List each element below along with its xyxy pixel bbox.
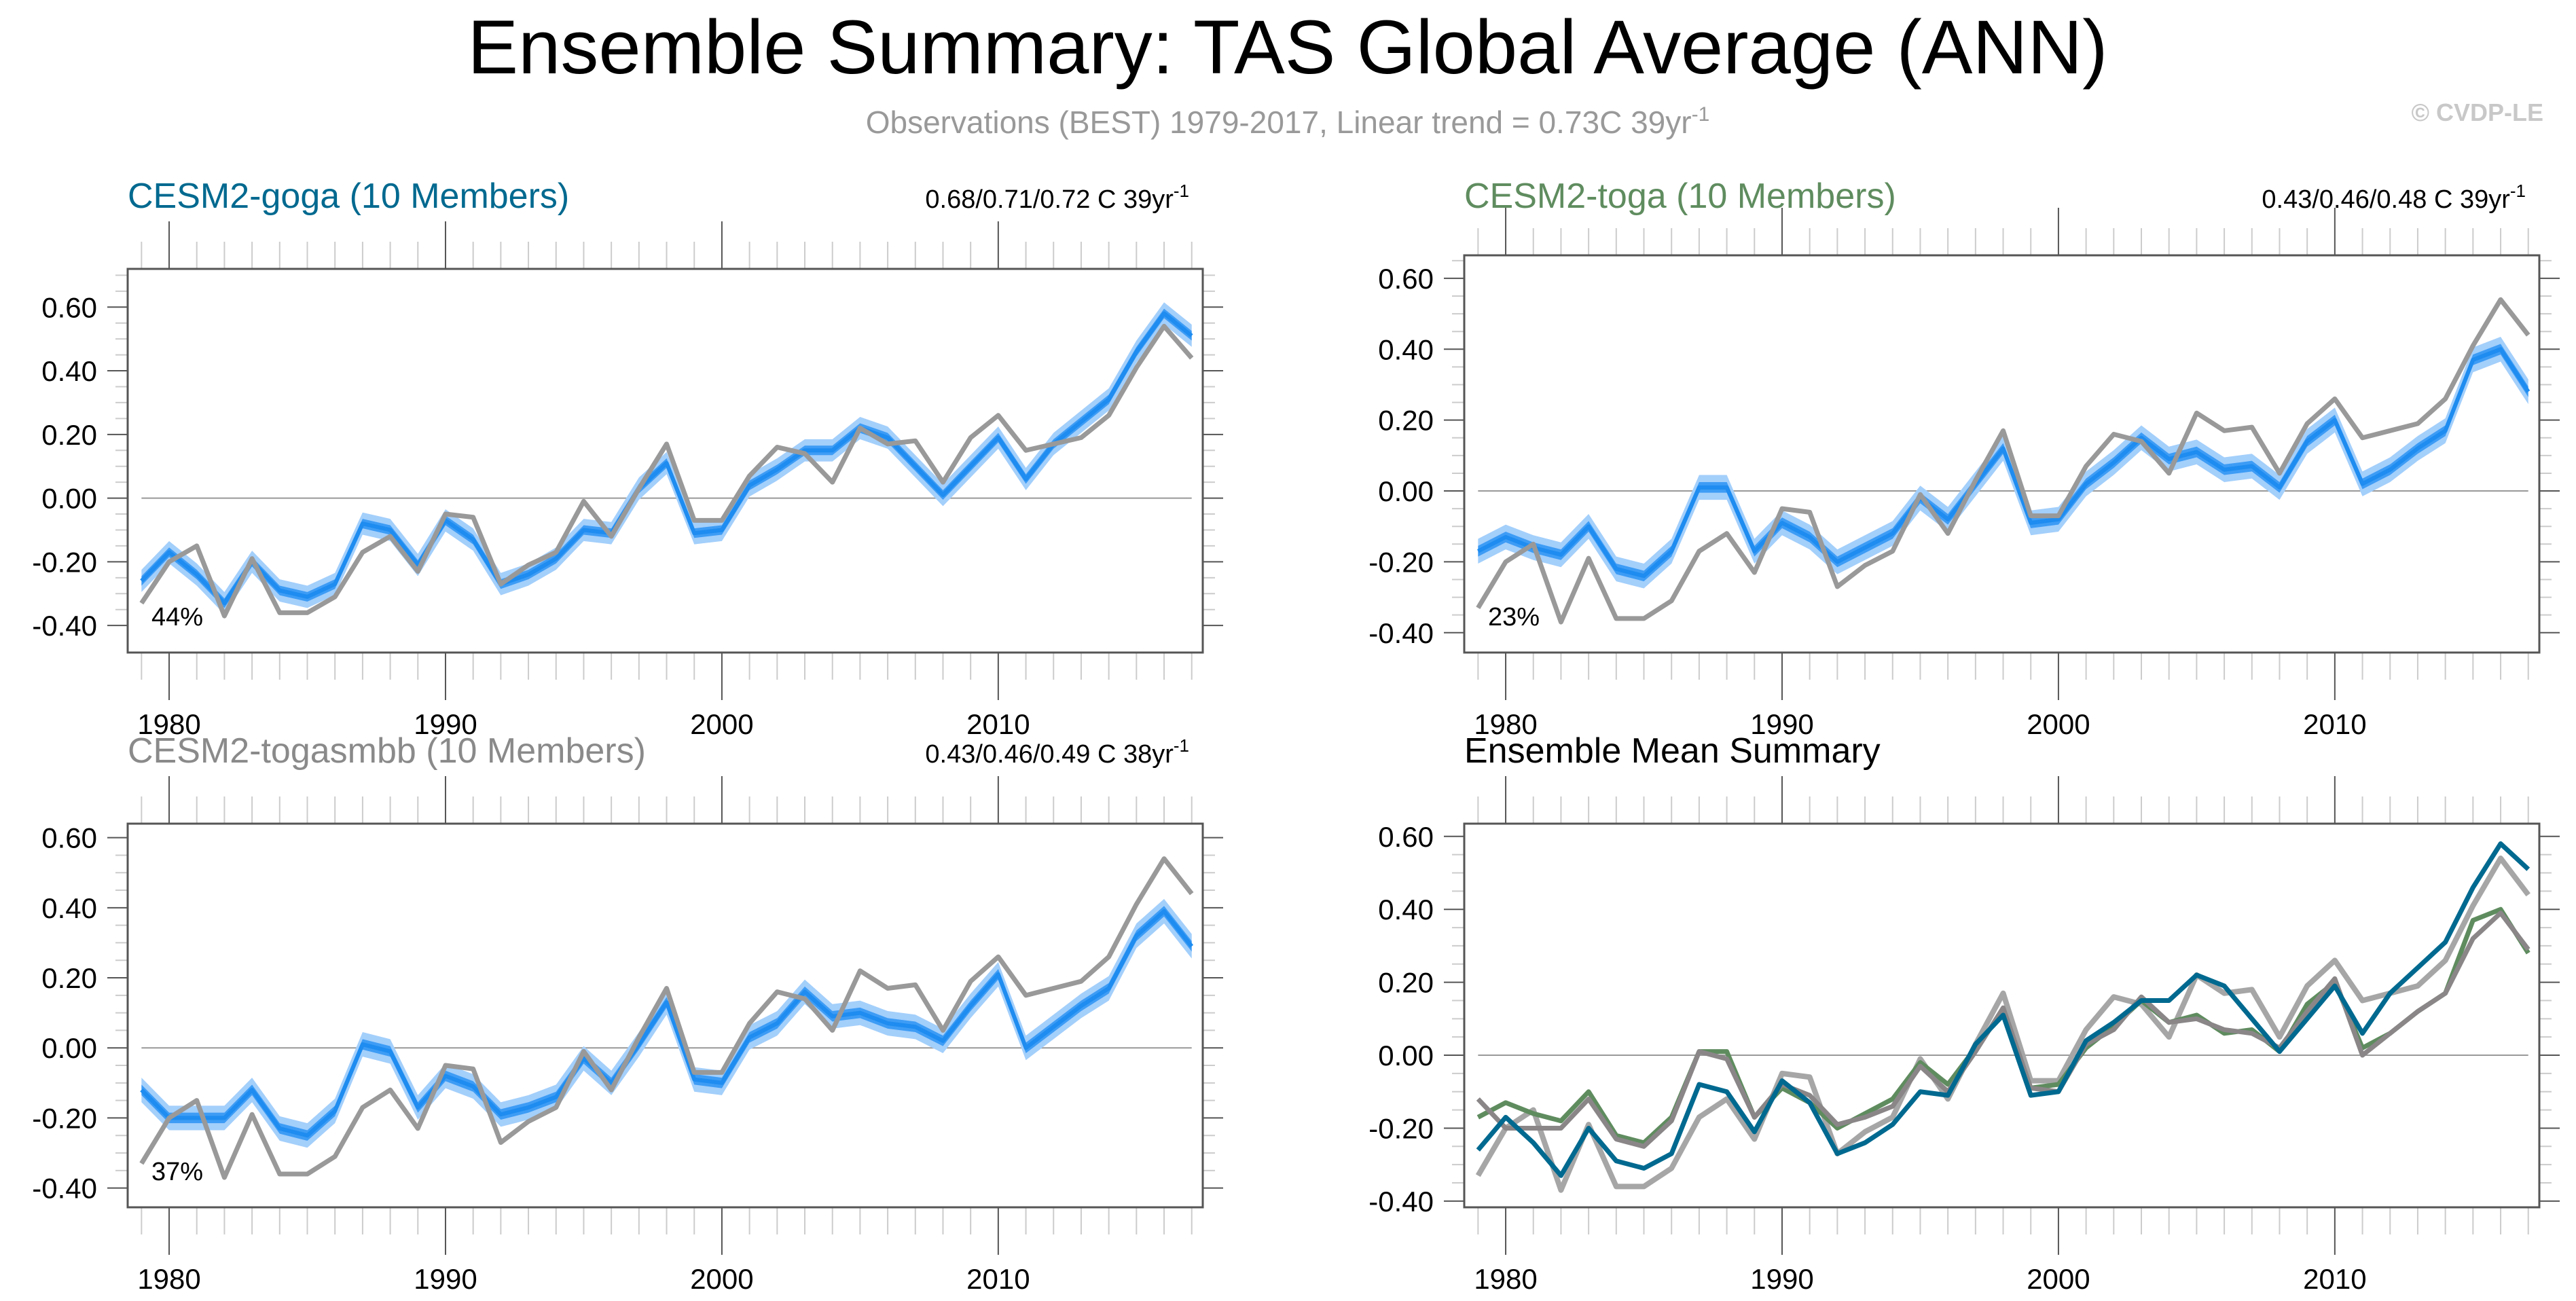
- panel-title: CESM2-goga (10 Members): [128, 177, 569, 216]
- togasmbb-mean-line: [1476, 911, 2530, 1149]
- y-tick-label: 0.00: [41, 483, 97, 515]
- x-tick-label: 2010: [2303, 708, 2366, 740]
- copyright: © CVDP-LE: [2411, 98, 2543, 126]
- plot-frame: [126, 822, 1204, 1209]
- plot-frame: [1463, 822, 2541, 1209]
- y-tick-label: 0.20: [41, 419, 97, 451]
- y-tick-label: -0.40: [32, 1173, 97, 1205]
- trend-text: 0.43/0.46/0.49 C 38yr: [925, 740, 1174, 769]
- spread-band-outer: [141, 898, 1192, 1148]
- panel-3: CESM2-togasmbb (10 Members) 0.43/0.46/0.4…: [32, 731, 1223, 1295]
- y-tick-label: 0.60: [41, 822, 97, 854]
- y-tick-label: 0.40: [41, 892, 97, 924]
- x-tick-label: 1990: [1750, 1263, 1813, 1295]
- x-tick-label: 2000: [2027, 1263, 2090, 1295]
- panel-title: CESM2-toga (10 Members): [1464, 177, 1896, 216]
- y-tick-label: 0.60: [41, 291, 97, 323]
- trend-exponent: -1: [1174, 735, 1189, 756]
- subtitle-exponent: -1: [1692, 103, 1710, 126]
- y-tick-label: -0.20: [1368, 546, 1434, 578]
- x-tick-label: 2010: [966, 1263, 1030, 1295]
- trend-label: 0.43/0.46/0.48 C 39yr-1: [2262, 181, 2526, 214]
- y-tick-label: -0.20: [32, 546, 97, 578]
- y-tick-label: -0.20: [32, 1102, 97, 1134]
- y-tick-label: -0.40: [32, 610, 97, 642]
- x-tick-label: 1990: [414, 1263, 477, 1295]
- y-tick-label: 0.00: [41, 1032, 97, 1064]
- x-tick-label: 2000: [690, 1263, 753, 1295]
- y-tick-label: 0.00: [1378, 1040, 1434, 1071]
- y-tick-label: -0.20: [1368, 1112, 1434, 1144]
- y-tick-label: 0.40: [41, 355, 97, 387]
- x-tick-label: 1980: [137, 1263, 200, 1295]
- trend-label: 0.43/0.46/0.49 C 38yr-1: [925, 735, 1189, 769]
- observations-line: [139, 856, 1194, 1180]
- x-tick-label: 2010: [966, 708, 1030, 740]
- panels: CESM2-goga (10 Members) 0.68/0.71/0.72 C …: [32, 177, 2560, 1295]
- x-tick-label: 1990: [414, 708, 477, 740]
- plot-frame: [1463, 254, 2541, 654]
- subtitle-text: Observations (BEST) 1979-2017, Linear tr…: [866, 105, 1692, 140]
- y-tick-label: 0.40: [1378, 894, 1434, 926]
- x-tick-label: 1980: [1474, 708, 1537, 740]
- x-tick-label: 2000: [690, 708, 753, 740]
- figure-title: Ensemble Summary: TAS Global Average (AN…: [467, 5, 2107, 90]
- y-tick-label: 0.20: [1378, 967, 1434, 999]
- trend-text: 0.43/0.46/0.48 C 39yr: [2262, 185, 2510, 214]
- percent-label: 37%: [151, 1158, 203, 1186]
- trend-label: 0.68/0.71/0.72 C 39yr-1: [925, 181, 1189, 214]
- panel-1: CESM2-goga (10 Members) 0.68/0.71/0.72 C …: [32, 177, 1223, 740]
- panel-title: Ensemble Mean Summary: [1464, 731, 1881, 771]
- spread-band-inner: [141, 906, 1192, 1141]
- x-tick-label: 2000: [2027, 708, 2090, 740]
- x-tick-label: 1980: [1474, 1263, 1537, 1295]
- y-tick-label: -0.40: [1368, 617, 1434, 649]
- ensemble-mean-line: [140, 311, 1193, 606]
- y-tick-label: 0.60: [1378, 821, 1434, 853]
- x-tick-label: 1980: [137, 708, 200, 740]
- panel-2: CESM2-toga (10 Members) 0.43/0.46/0.48 C …: [1368, 177, 2560, 740]
- percent-label: 23%: [1488, 603, 1540, 631]
- observations-line: [139, 323, 1194, 619]
- goga-mean-line: [1476, 841, 2530, 1178]
- x-tick-label: 1990: [1750, 708, 1813, 740]
- toga-mean-line: [1476, 906, 2530, 1146]
- spread-band-inner: [141, 308, 1192, 608]
- trend-exponent: -1: [2510, 181, 2526, 201]
- spread-band-inner: [1478, 344, 2528, 582]
- trend-text: 0.68/0.71/0.72 C 39yr: [925, 185, 1174, 214]
- y-tick-label: 0.60: [1378, 263, 1434, 295]
- x-tick-label: 2010: [2303, 1263, 2366, 1295]
- observations-line: [1475, 856, 2530, 1193]
- figure-subtitle: Observations (BEST) 1979-2017, Linear tr…: [866, 103, 1710, 140]
- y-tick-label: 0.20: [1378, 405, 1434, 437]
- y-tick-label: -0.40: [1368, 1186, 1434, 1217]
- percent-label: 44%: [151, 603, 203, 631]
- y-tick-label: 0.00: [1378, 475, 1434, 507]
- panel-title: CESM2-togasmbb (10 Members): [128, 731, 646, 771]
- plot-frame: [126, 268, 1204, 654]
- trend-exponent: -1: [1174, 181, 1189, 201]
- panel-4: Ensemble Mean Summary 1980 1990 2000 2010 0.6…: [1368, 731, 2560, 1295]
- y-tick-label: 0.40: [1378, 333, 1434, 365]
- ensemble-mean-line: [140, 909, 1194, 1138]
- y-tick-label: 0.20: [41, 962, 97, 994]
- ensemble-mean-line: [1476, 347, 2530, 579]
- spread-band-outer: [1478, 337, 2528, 589]
- observations-line: [1476, 297, 2530, 625]
